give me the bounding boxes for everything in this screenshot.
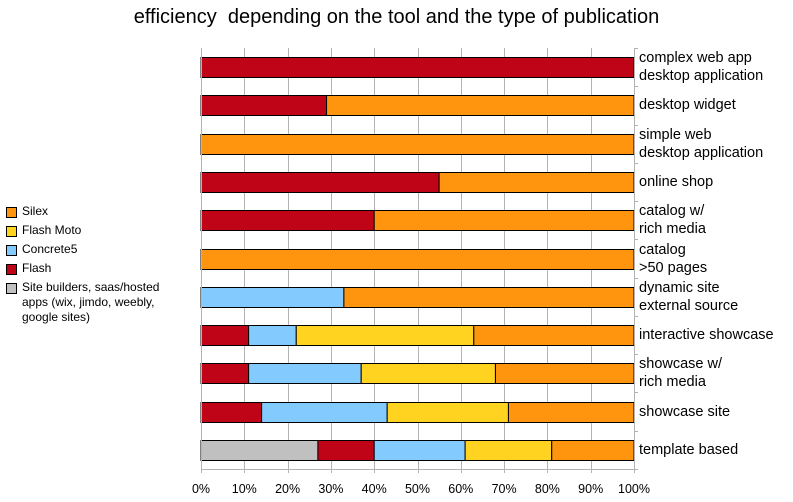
bar-segment [200,249,635,270]
legend-label-line: Site builders, saas/hosted [22,280,160,294]
category-label: simple web desktop application [639,126,763,162]
legend-label-line: apps (wix, jimdo, weebly, [22,295,155,309]
category-label-line: desktop widget [639,97,736,114]
legend-label-line: Flash [22,261,52,275]
category-label: complex web app desktop application [639,49,763,85]
x-tick-label: 20% [275,482,301,496]
category-label-line: interactive showcase [639,327,774,344]
x-tick-label: 60% [448,482,474,496]
category-label-line: desktop application [639,68,764,85]
legend-item: Site builders, saas/hosted apps (wix, jim… [4,280,184,325]
bar-segment [326,95,635,116]
category-label: desktop widget [639,96,736,114]
category-label-line: >50 pages [639,259,708,276]
x-tick-label: 30% [318,482,344,496]
legend-label-line: google sites) [22,310,91,324]
bar-segment [200,363,250,384]
category-label-line: online shop [639,173,714,190]
category-label-line: catalog w/ [639,203,705,220]
bar-segment [200,95,328,116]
bar-segment [494,363,635,384]
bar-segment [200,210,375,231]
x-tick-label: 0% [191,482,211,496]
category-label-line: simple web [639,126,712,143]
x-tick-label: 40% [361,482,387,496]
category-label: template based [639,441,738,459]
bar-segment [200,440,319,461]
bar-segment [343,287,635,308]
legend-swatch [6,207,17,218]
bar-segment [200,57,635,78]
category-label-line: catalog [639,241,686,258]
legend-label-line: Flash Moto [22,223,82,237]
category-label-line: rich media [639,221,706,238]
bar-segment [551,440,635,461]
x-tick-label: 80% [534,482,560,496]
x-tick-label: 90% [578,482,604,496]
bar-segment [373,440,466,461]
legend-label-line: Silex [22,204,49,218]
category-label-line: dynamic site [639,279,720,296]
category-label: interactive showcase [639,326,774,344]
category-label-line: template based [639,441,739,458]
legend: Silex Flash Moto Concrete5 Flash Site builde… [4,204,184,329]
axes [201,48,638,473]
bar-segment [386,402,509,423]
legend-item: Flash Moto [4,223,184,238]
category-label-line: rich media [639,374,706,391]
x-tick-label: 70% [491,482,517,496]
bar-segment [248,325,297,346]
legend-item: Concrete5 [4,242,184,257]
bar-segment [261,402,388,423]
category-label: catalog >50 pages [639,241,707,277]
bar-segment [464,440,553,461]
bar-segment [248,363,362,384]
category-label-line: showcase site [639,403,731,420]
legend-label-line: Concrete5 [22,242,78,256]
bar-segment [360,363,496,384]
category-label: showcase site [639,403,730,421]
x-tick-label: 100% [618,482,650,496]
bar-segment [295,325,475,346]
x-tick-label: 10% [231,482,257,496]
bar-segment [200,402,263,423]
category-label: catalog w/rich media [639,202,706,238]
x-tick-label: 50% [404,482,431,496]
category-label: dynamic site external source [639,279,738,315]
bar-segment [200,172,440,193]
bar-segment [200,134,635,155]
bar-segment [200,325,250,346]
bars [200,57,635,461]
category-label-line: external source [639,297,739,314]
category-label: showcase w/rich media [639,355,722,391]
legend-swatch [6,245,17,256]
legend-swatch [6,264,17,275]
chart-title: efficiency depending on the tool and the… [133,6,660,28]
legend-swatch [6,283,17,294]
legend-swatch [6,226,17,237]
bar-segment [438,172,635,193]
bar-segment [473,325,635,346]
category-label-line: desktop application [639,144,764,161]
legend-item: Flash [4,261,184,276]
bar-segment [507,402,635,423]
bar-segment [200,287,345,308]
bar-segment [317,440,375,461]
category-label: online shop [639,173,713,191]
bar-segment [373,210,635,231]
legend-item: Silex [4,204,184,219]
category-label-line: complex web app [639,50,752,67]
category-label-line: showcase w/ [639,356,723,373]
